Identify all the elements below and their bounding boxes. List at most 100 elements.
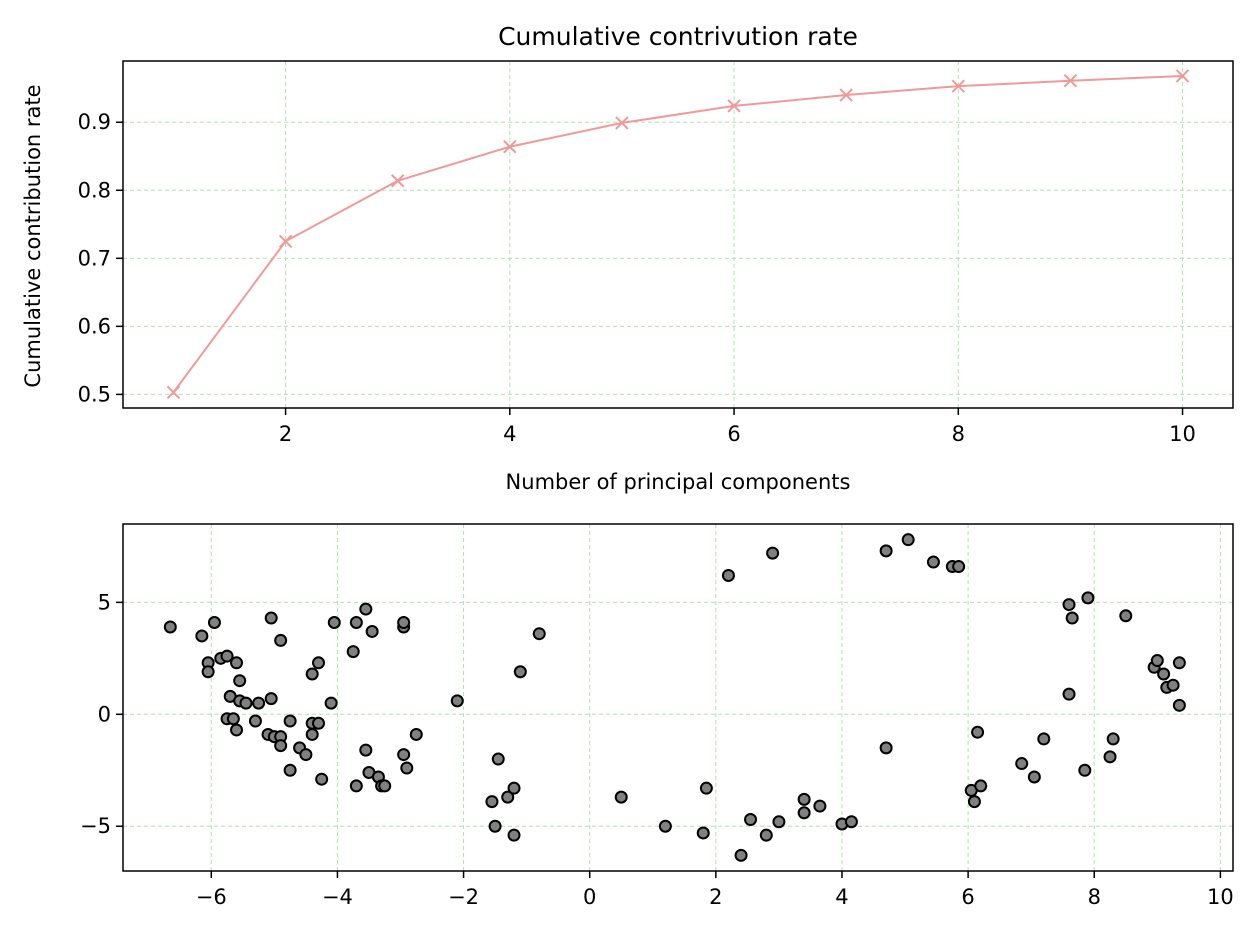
x-axis-label: Number of principal components [506, 470, 851, 494]
data-point-marker [1175, 69, 1190, 83]
scatter-point [501, 790, 515, 804]
scatter-point [513, 665, 527, 679]
chart-title: Cumulative contrivution rate [498, 22, 858, 51]
scatter-point [1150, 654, 1164, 668]
data-point-marker [390, 174, 405, 188]
scatter-point [230, 656, 244, 670]
data-point-marker [166, 385, 181, 400]
top-xtick-label: 4 [503, 422, 516, 446]
scatter-point [614, 790, 628, 804]
scatter-point [315, 772, 329, 786]
top-ytick-label: 0.7 [78, 246, 111, 270]
scatter-point [1106, 732, 1120, 746]
bottom-xtick-label: 2 [709, 885, 722, 909]
scatter-point [1062, 598, 1076, 612]
bottom-plot-frame [122, 523, 1234, 872]
scatter-point [974, 779, 988, 793]
scatter-point [1119, 609, 1133, 623]
bottom-xtick-label: −6 [196, 885, 227, 909]
scatter-point [252, 696, 266, 710]
data-point-marker [839, 88, 853, 102]
scatter-point [400, 761, 414, 775]
scatter-point [1062, 687, 1076, 701]
scatter-point [721, 568, 735, 582]
data-point-marker [278, 234, 293, 249]
scatter-point [879, 544, 893, 558]
scatter-point [967, 795, 981, 809]
scatter-point [226, 712, 240, 726]
scatter-point [163, 620, 177, 634]
scatter-point [879, 741, 893, 755]
bottom-ytick-label: −5 [80, 814, 111, 838]
scatter-point [696, 826, 710, 840]
scatter-point [283, 763, 297, 777]
bottom-xtick-label: 10 [1207, 885, 1234, 909]
scatter-point [488, 819, 502, 833]
bottom-xtick-label: 4 [835, 885, 848, 909]
scatter-point [359, 743, 373, 757]
bottom-ytick-label: 5 [98, 590, 111, 614]
scatter-point [901, 533, 915, 547]
scatter-point [797, 806, 811, 820]
series-line [172, 74, 1183, 393]
top-ytick-label: 0.8 [78, 178, 111, 202]
scatter-point [397, 616, 411, 629]
scatter-point [797, 792, 811, 806]
scatter-point [264, 692, 278, 706]
scatter-point [744, 813, 758, 827]
scatter-point [699, 781, 713, 795]
scatter-point [844, 815, 858, 829]
data-point-marker [727, 99, 741, 113]
scatter-point [324, 696, 338, 710]
scatter-point [248, 714, 262, 728]
scatter-point [233, 674, 247, 688]
scatter-point [813, 799, 827, 813]
scatter-point [409, 727, 423, 741]
top-ytick-label: 0.9 [78, 110, 111, 134]
scatter-point [349, 616, 363, 629]
scatter-point [312, 716, 326, 730]
scatter-point [766, 546, 780, 560]
scatter-point [264, 611, 278, 625]
bottom-ticks: −6 −4 −2 0 2 4 6 8 10 −5 0 5 [80, 590, 1234, 909]
scatter-point [734, 848, 748, 862]
scatter-point [207, 616, 221, 629]
scatter-point [346, 645, 360, 659]
top-ytick-label: 0.6 [78, 314, 111, 338]
scatter-point [274, 739, 288, 753]
scatter-point [349, 779, 363, 793]
scatter-point [1103, 750, 1117, 764]
bottom-xtick-label: −2 [448, 885, 479, 909]
bottom-xtick-label: 8 [1088, 885, 1101, 909]
scatter-point [1157, 667, 1171, 681]
scatter-point [378, 779, 392, 793]
scatter-point [485, 795, 499, 809]
scatter-point [230, 723, 244, 737]
scatter-point [1166, 678, 1180, 692]
scatter-point [283, 714, 297, 728]
scatter-point [220, 649, 234, 663]
top-series [166, 69, 1190, 400]
scatter-point [507, 828, 521, 842]
scatter-point [759, 828, 773, 842]
bottom-ytick-label: 0 [98, 702, 111, 726]
scatter-point [305, 667, 319, 681]
scatter-point [450, 694, 464, 708]
scatter-point [491, 752, 505, 766]
scatter-chart: −6 −4 −2 0 2 4 6 8 10 −5 0 5 [80, 523, 1234, 909]
data-point-marker [503, 140, 517, 154]
scatter-point [1015, 757, 1029, 771]
scatter-point [305, 727, 319, 741]
bottom-xtick-label: 6 [961, 885, 974, 909]
scatter-point [359, 602, 373, 616]
scatter-point [1081, 591, 1095, 605]
scatter-point [1065, 611, 1079, 625]
scatter-point [274, 633, 288, 647]
scatter-point [1078, 763, 1092, 777]
scatter-point [1172, 698, 1186, 712]
scatter-point [772, 815, 786, 829]
bottom-xtick-label: −4 [322, 885, 353, 909]
top-xtick-label: 6 [727, 422, 740, 446]
